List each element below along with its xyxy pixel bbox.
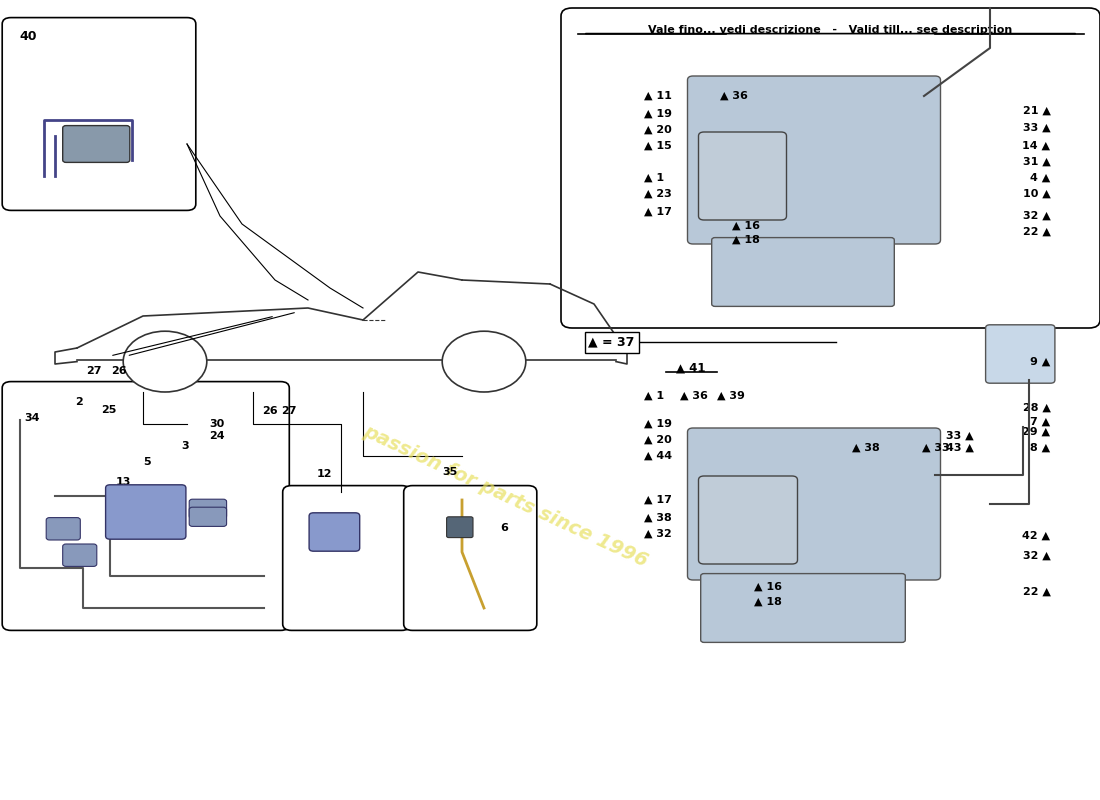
FancyBboxPatch shape <box>698 476 798 564</box>
Text: ▲ 23: ▲ 23 <box>644 189 671 198</box>
Circle shape <box>442 331 526 392</box>
Text: 43 ▲: 43 ▲ <box>946 443 974 453</box>
FancyBboxPatch shape <box>106 485 186 539</box>
Circle shape <box>123 331 207 392</box>
FancyBboxPatch shape <box>688 76 940 244</box>
FancyBboxPatch shape <box>189 499 227 518</box>
Text: ▲ 20: ▲ 20 <box>644 435 671 445</box>
Text: ▲ 36: ▲ 36 <box>680 391 707 401</box>
FancyBboxPatch shape <box>561 8 1100 328</box>
Text: ▲ 16: ▲ 16 <box>754 582 781 591</box>
Text: ▲ 11: ▲ 11 <box>644 91 671 101</box>
Text: 13: 13 <box>116 477 131 486</box>
Text: ▲ 1: ▲ 1 <box>644 391 663 401</box>
Text: 25: 25 <box>101 406 117 415</box>
Text: ▲ 36: ▲ 36 <box>720 91 748 101</box>
Text: 2: 2 <box>75 397 82 406</box>
Text: passion for parts since 1996: passion for parts since 1996 <box>361 422 651 570</box>
Text: ▲ 32: ▲ 32 <box>644 529 671 538</box>
Text: 22 ▲: 22 ▲ <box>1023 587 1050 597</box>
Text: 27: 27 <box>282 406 297 416</box>
Text: 30: 30 <box>209 419 224 429</box>
Text: 3: 3 <box>182 441 189 450</box>
Text: 8 ▲: 8 ▲ <box>1031 443 1050 453</box>
FancyBboxPatch shape <box>447 517 473 538</box>
Text: ▲ 18: ▲ 18 <box>732 235 759 245</box>
Text: 34: 34 <box>24 413 40 422</box>
FancyBboxPatch shape <box>2 18 196 210</box>
Text: ▲ 16: ▲ 16 <box>732 221 759 230</box>
Text: 24: 24 <box>209 431 224 441</box>
Text: ▲ 38: ▲ 38 <box>852 443 880 453</box>
Text: 26: 26 <box>111 366 126 375</box>
Text: 40: 40 <box>20 30 37 43</box>
FancyBboxPatch shape <box>46 518 80 540</box>
Text: ▲ 19: ▲ 19 <box>644 109 671 118</box>
Text: ▲ 17: ▲ 17 <box>644 495 671 505</box>
Text: Vale fino... vedi descrizione   -   Valid till... see description: Vale fino... vedi descrizione - Valid ti… <box>648 25 1013 34</box>
Text: 29 ▲: 29 ▲ <box>1023 427 1050 437</box>
Text: ▲ 39: ▲ 39 <box>717 391 745 401</box>
Text: 33 ▲: 33 ▲ <box>1023 123 1050 133</box>
FancyBboxPatch shape <box>2 382 289 630</box>
FancyBboxPatch shape <box>189 507 227 526</box>
Text: ▲ 44: ▲ 44 <box>644 451 672 461</box>
Text: 6: 6 <box>500 523 508 533</box>
Text: ▲ 41: ▲ 41 <box>676 362 705 374</box>
Text: 10 ▲: 10 ▲ <box>1023 189 1050 198</box>
Text: 22 ▲: 22 ▲ <box>1023 227 1050 237</box>
FancyBboxPatch shape <box>404 486 537 630</box>
Text: 14 ▲: 14 ▲ <box>1023 141 1050 150</box>
Text: 32 ▲: 32 ▲ <box>1023 551 1050 561</box>
Text: 26: 26 <box>262 406 277 416</box>
Text: 12: 12 <box>317 469 332 478</box>
FancyBboxPatch shape <box>63 126 130 162</box>
FancyBboxPatch shape <box>698 132 786 220</box>
FancyBboxPatch shape <box>712 238 894 306</box>
FancyBboxPatch shape <box>283 486 410 630</box>
Text: 35: 35 <box>148 489 164 498</box>
Text: ▲ 17: ▲ 17 <box>644 207 671 217</box>
Text: 35: 35 <box>442 467 458 477</box>
Text: ▲ 20: ▲ 20 <box>644 125 671 134</box>
FancyBboxPatch shape <box>701 574 905 642</box>
Text: 21 ▲: 21 ▲ <box>1023 106 1050 115</box>
Text: 4 ▲: 4 ▲ <box>1031 173 1050 182</box>
Text: 42 ▲: 42 ▲ <box>1023 531 1050 541</box>
Text: 33 ▲: 33 ▲ <box>946 431 974 441</box>
FancyBboxPatch shape <box>309 513 360 551</box>
Text: 31 ▲: 31 ▲ <box>1023 157 1050 166</box>
Text: ▲ 18: ▲ 18 <box>754 597 781 606</box>
Text: 27: 27 <box>86 366 101 375</box>
FancyBboxPatch shape <box>63 544 97 566</box>
Text: 28 ▲: 28 ▲ <box>1023 403 1050 413</box>
Text: ▲ 38: ▲ 38 <box>644 513 671 522</box>
Text: ▲ 19: ▲ 19 <box>644 419 671 429</box>
Text: 32 ▲: 32 ▲ <box>1023 211 1050 221</box>
Text: 7 ▲: 7 ▲ <box>1031 417 1050 426</box>
FancyBboxPatch shape <box>986 325 1055 383</box>
Text: ▲ 33: ▲ 33 <box>922 443 949 453</box>
Text: ▲ 1: ▲ 1 <box>644 173 663 182</box>
Text: ▲ 15: ▲ 15 <box>644 141 671 150</box>
FancyBboxPatch shape <box>688 428 940 580</box>
Text: 9 ▲: 9 ▲ <box>1031 357 1050 366</box>
Text: ▲ = 37: ▲ = 37 <box>588 336 635 349</box>
Text: 5: 5 <box>143 457 151 466</box>
